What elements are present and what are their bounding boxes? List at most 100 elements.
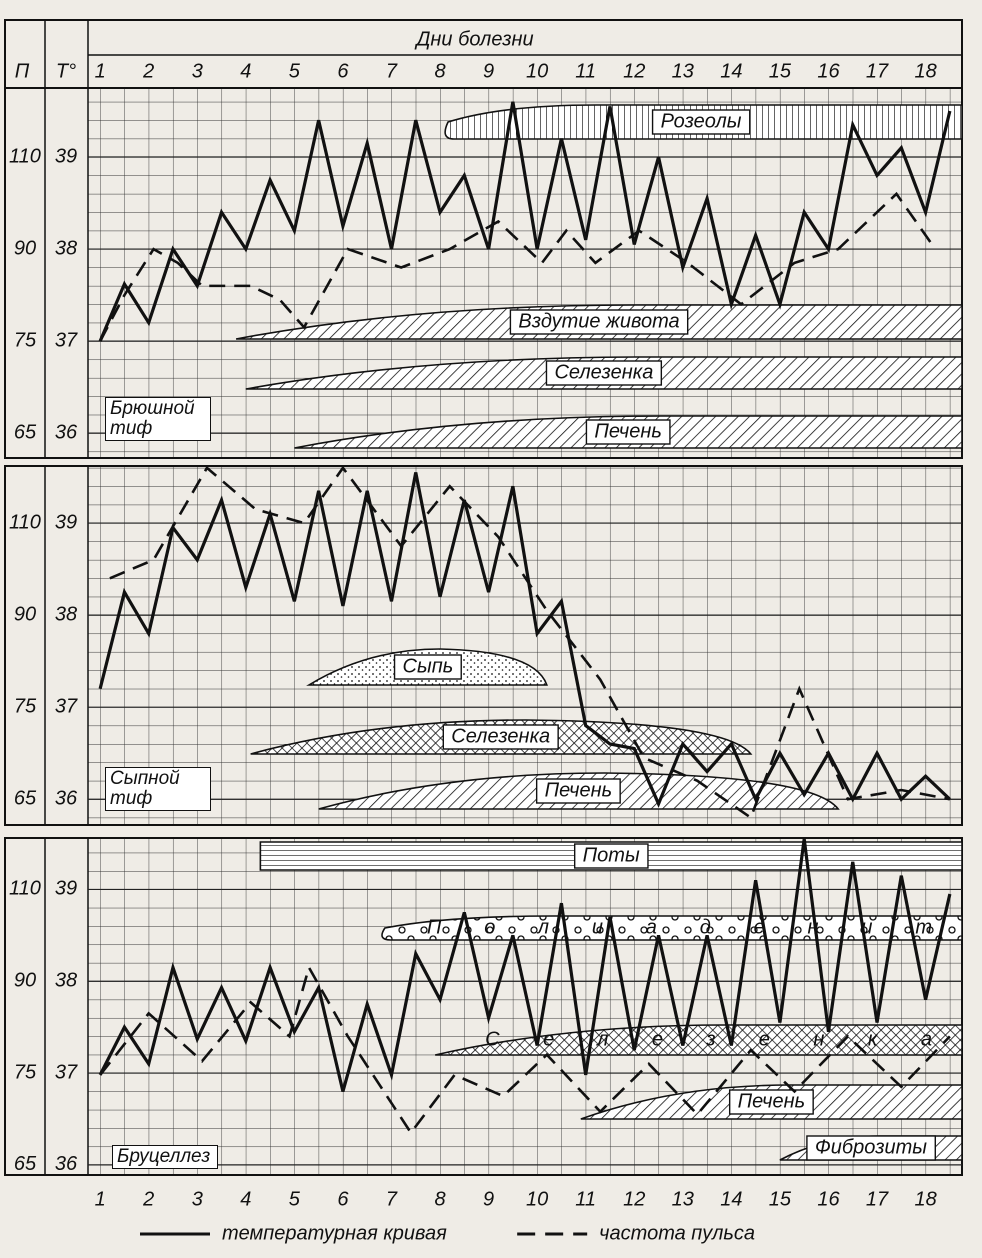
band-label: Вздутие живота: [518, 310, 679, 332]
y2-tick-label: 110: [9, 878, 41, 900]
y2-tick-label: 90: [14, 237, 36, 259]
y2-tick-label: 90: [14, 603, 36, 625]
panel-frame: [4, 837, 963, 1176]
legend-label: частота пульса: [599, 1222, 755, 1244]
y2-tick-label: 75: [14, 695, 37, 717]
band-label: Селезенка: [451, 725, 550, 747]
x-tick-label: 1: [95, 60, 106, 82]
x-tick-label: 6: [337, 1188, 349, 1210]
band-label-box: [509, 309, 689, 335]
panel-title: Брюшной тиф: [105, 397, 211, 441]
y-tick-label: 38: [55, 603, 77, 625]
y2-tick-label: 75: [14, 1061, 37, 1083]
band-label: Печень: [594, 420, 662, 442]
x-tick-label: 12: [623, 60, 645, 82]
x-tick-label: 12: [623, 1188, 645, 1210]
x-tick-label: 5: [289, 60, 301, 82]
x-tick-label: 16: [817, 1188, 840, 1210]
x-tick-label: 8: [434, 60, 445, 82]
series-line: [98, 101, 952, 342]
x-tick-label: 13: [672, 60, 694, 82]
y-tick-label: 38: [55, 237, 77, 259]
x-tick-label: 14: [720, 1188, 742, 1210]
band-label: Фиброзиты: [815, 1136, 927, 1158]
x-tick-label: 4: [240, 1188, 251, 1210]
band-label: Печень: [738, 1090, 806, 1112]
y2-tick-label: 65: [14, 1153, 37, 1175]
y2-tick-label: 110: [9, 511, 41, 533]
band-label-box: [651, 109, 751, 135]
x-tick-label: 3: [192, 1188, 203, 1210]
series-line: [98, 472, 951, 808]
y-tick-label: 36: [55, 1153, 78, 1175]
y-tick-label: 37: [55, 1061, 78, 1083]
minor-grid: [88, 466, 962, 825]
x-tick-label: 11: [575, 1188, 596, 1210]
y2-tick-label: 90: [14, 970, 36, 992]
x-tick-label: 7: [386, 1188, 398, 1210]
band-label-box: [393, 654, 462, 680]
y-tick-label: 39: [55, 511, 77, 533]
x-tick-label: 17: [866, 1188, 889, 1210]
x-tick-label: 18: [914, 1188, 936, 1210]
x-tick-label: 2: [142, 1188, 154, 1210]
legend-label: температурная кривая: [222, 1222, 447, 1244]
x-tick-label: 9: [483, 1188, 494, 1210]
x-tick-label: 1: [95, 1188, 106, 1210]
panel-frame: [4, 87, 963, 459]
panel-frame: [4, 465, 963, 826]
series-line: [98, 191, 937, 342]
x-tick-label: 10: [526, 60, 548, 82]
x-tick-label: 7: [386, 60, 398, 82]
band-label-box: [573, 843, 649, 869]
band-label: Печень: [545, 779, 613, 801]
x-tick-label: 18: [914, 60, 936, 82]
x-tick-label: 2: [142, 60, 154, 82]
x-tick-label: 17: [866, 60, 889, 82]
band-label: Селезенка: [554, 361, 653, 383]
y-tick-label: 39: [55, 145, 77, 167]
x-tick-label: 13: [672, 1188, 694, 1210]
x-tick-label: 9: [483, 60, 494, 82]
band-label-box: [535, 778, 621, 804]
band-label-box: [442, 724, 559, 750]
series-line: [99, 964, 951, 1136]
y2-tick-label: 65: [14, 421, 37, 443]
y2-tick-label: 110: [9, 145, 41, 167]
x-tick-label: 16: [817, 60, 840, 82]
y-tick-label: 37: [55, 695, 78, 717]
y-tick-label: 37: [55, 329, 78, 351]
band-label: Поты: [583, 844, 640, 866]
series-line: [98, 838, 952, 1092]
series-line: [109, 465, 951, 820]
x-tick-label: 4: [240, 60, 251, 82]
y-tick-label: 39: [55, 878, 77, 900]
x-tick-label: 8: [434, 1188, 445, 1210]
band-label-box: [585, 419, 671, 445]
y2-tick-label: 75: [14, 329, 37, 351]
x-tick-label: 10: [526, 1188, 548, 1210]
x-tick-label: 15: [769, 60, 792, 82]
x-tick-label: 6: [337, 60, 349, 82]
band: [434, 1024, 963, 1056]
x-tick-label: 14: [720, 60, 742, 82]
minor-grid: [88, 88, 962, 458]
band-label: Розеолы: [661, 110, 742, 132]
x-tick-label: 3: [192, 60, 203, 82]
y-tick-label: 36: [55, 788, 78, 810]
x-tick-label: 15: [769, 1188, 792, 1210]
y-tick-label: 36: [55, 421, 78, 443]
band-label: Сыпь: [403, 655, 454, 677]
panel-title: Бруцеллез: [112, 1145, 218, 1169]
y2-tick-label: 65: [14, 788, 37, 810]
y-tick-label: 38: [55, 970, 77, 992]
band-label-box: [806, 1135, 936, 1161]
panel-title: Сыпной тиф: [105, 767, 211, 811]
y-axis-title: T°: [56, 60, 76, 82]
band-label-box: [545, 360, 663, 386]
x-tick-label: 5: [289, 1188, 301, 1210]
y2-axis-title: П: [15, 60, 30, 82]
band-label: Селезенка: [485, 1028, 932, 1050]
